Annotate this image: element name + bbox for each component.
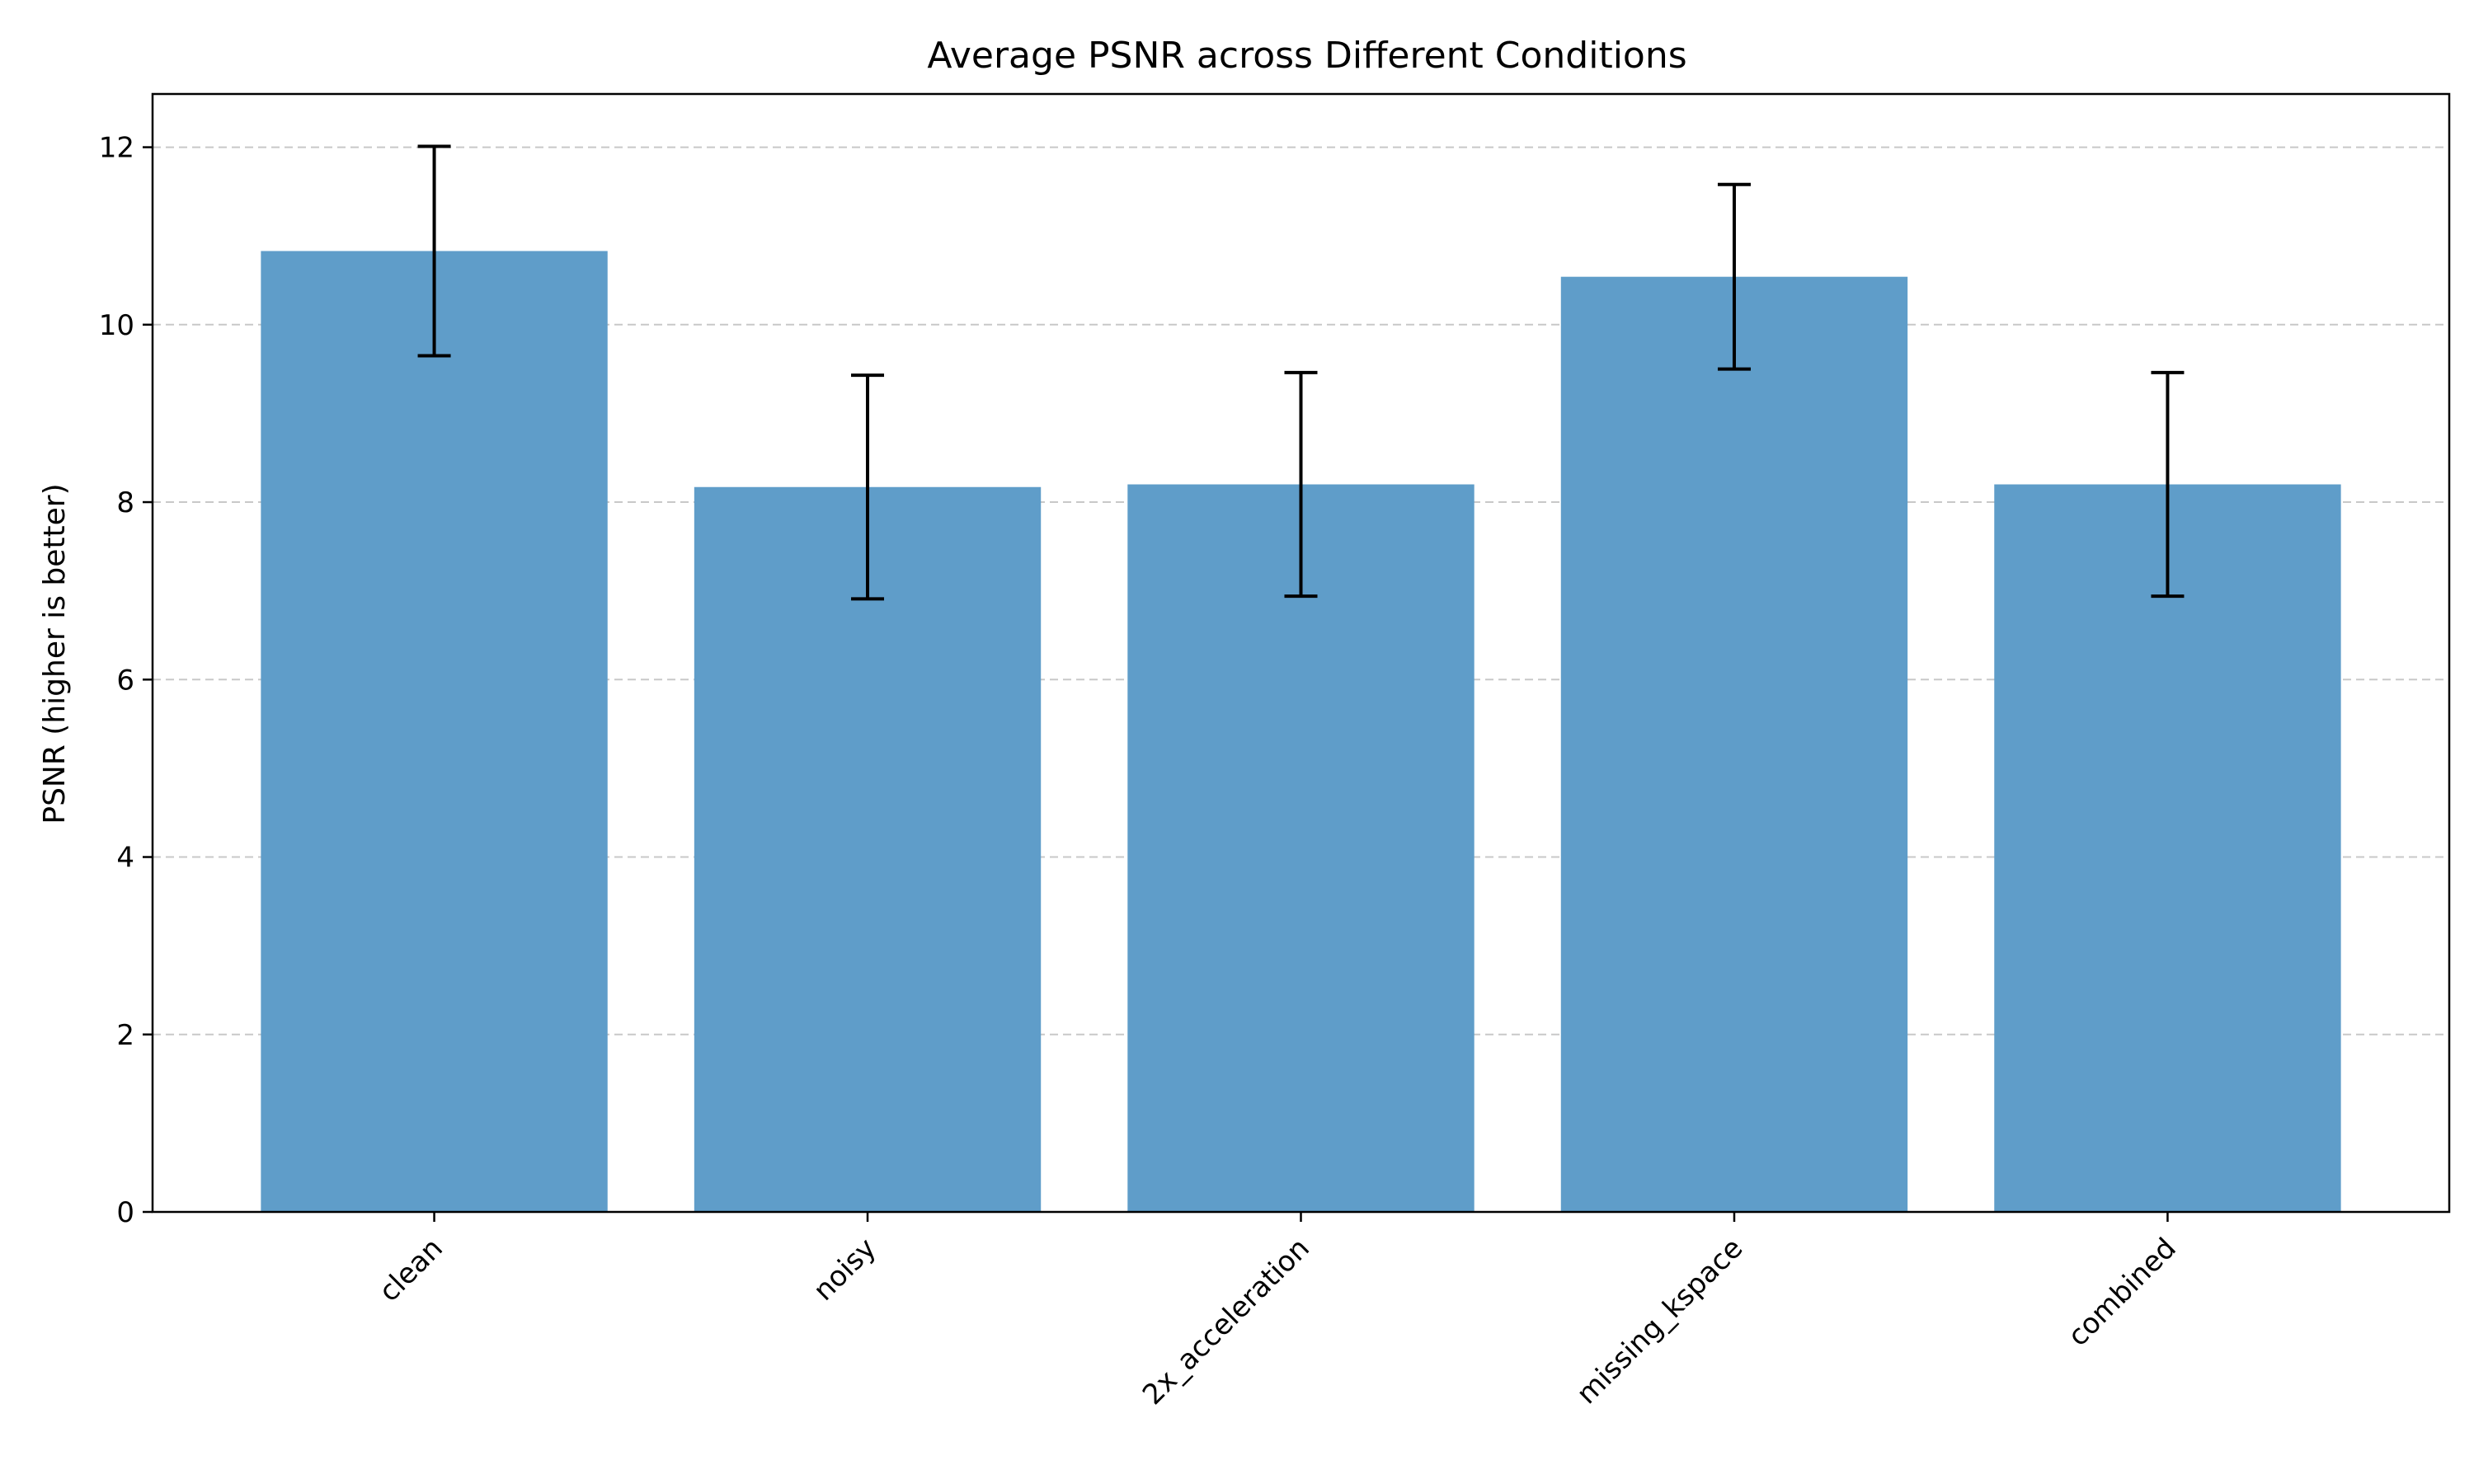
bar-missing_kspace bbox=[1560, 276, 1908, 1212]
x-tick-label-clean: clean bbox=[373, 1232, 449, 1308]
bar-2x_acceleration bbox=[1127, 484, 1475, 1212]
error-bar-clean bbox=[417, 144, 451, 358]
bar-noisy bbox=[694, 486, 1042, 1212]
bar-clean bbox=[261, 251, 608, 1212]
y-axis-label: PSNR (higher is better) bbox=[38, 483, 72, 824]
bars bbox=[261, 251, 2341, 1212]
error-bar-noisy bbox=[851, 373, 885, 601]
y-tick-label: 4 bbox=[116, 842, 134, 875]
error-bar-2x_acceleration bbox=[1284, 370, 1318, 599]
y-tick-label: 12 bbox=[99, 132, 134, 165]
error-bars bbox=[417, 144, 2185, 601]
y-tick-label: 8 bbox=[116, 486, 134, 519]
y-tick-label: 6 bbox=[116, 664, 134, 697]
y-tick-label: 10 bbox=[99, 309, 134, 342]
error-bar-combined bbox=[2151, 370, 2185, 599]
y-tick-label: 2 bbox=[116, 1019, 134, 1052]
chart-title: Average PSNR across Different Conditions bbox=[927, 35, 1686, 77]
error-bar-missing_kspace bbox=[1717, 182, 1751, 371]
axes bbox=[143, 92, 2451, 1222]
x-tick-label-2x_acceleration: 2x_acceleration bbox=[1136, 1232, 1316, 1411]
x-tick-label-missing_kspace: missing_kspace bbox=[1570, 1232, 1749, 1411]
x-tick-label-noisy: noisy bbox=[807, 1232, 883, 1308]
y-tick-label: 0 bbox=[116, 1196, 134, 1229]
x-tick-label-combined: combined bbox=[2062, 1232, 2183, 1353]
bar-combined bbox=[1994, 484, 2341, 1212]
